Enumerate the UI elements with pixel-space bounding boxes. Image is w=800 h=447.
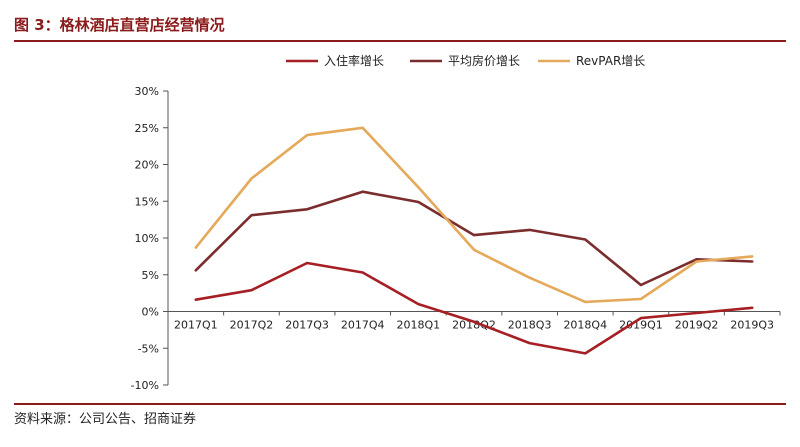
y-tick-label: -10% bbox=[131, 379, 159, 392]
x-tick-label: 2017Q2 bbox=[230, 319, 274, 332]
y-tick-label: 10% bbox=[135, 232, 159, 245]
x-tick-label: 2018Q2 bbox=[452, 319, 496, 332]
series-line-1 bbox=[194, 261, 754, 355]
x-tick-label: 2019Q3 bbox=[730, 319, 774, 332]
legend-label-3: RevPAR增长 bbox=[576, 54, 645, 68]
series-lines bbox=[194, 126, 754, 355]
x-tick-labels: 2017Q1 2017Q2 2017Q3 2017Q4 2018Q1 2018Q2 2018… bbox=[174, 319, 774, 332]
legend: 入住率增长 平均房价增长 RevPAR增长 bbox=[286, 53, 645, 68]
legend-label-1: 入住率增长 bbox=[324, 53, 384, 68]
y-tick-labels: 30% 25% 20% 15% 10% 5% 0% -5% -10% bbox=[131, 85, 159, 392]
x-tick-label: 2017Q3 bbox=[285, 319, 329, 332]
y-tick-label: -5% bbox=[138, 342, 159, 355]
source-divider bbox=[14, 403, 786, 405]
y-tick-label: 30% bbox=[135, 85, 159, 98]
y-tick-label: 0% bbox=[142, 306, 159, 319]
x-tick-label: 2018Q4 bbox=[563, 319, 607, 332]
axes bbox=[163, 90, 781, 386]
y-tick-label: 25% bbox=[135, 122, 159, 135]
x-tick-label: 2018Q3 bbox=[508, 319, 552, 332]
series-line-3 bbox=[194, 126, 754, 304]
legend-label-2: 平均房价增长 bbox=[448, 53, 520, 68]
series-line-2 bbox=[194, 190, 754, 287]
y-tick-label: 15% bbox=[135, 195, 159, 208]
figure-title: 图 3：格林酒店直营店经营情况 bbox=[14, 16, 225, 34]
x-tick-label: 2017Q1 bbox=[174, 319, 218, 332]
title-divider bbox=[14, 40, 786, 42]
x-tick-label: 2017Q4 bbox=[341, 319, 385, 332]
y-tick-label: 5% bbox=[142, 269, 159, 282]
y-tick-label: 20% bbox=[135, 159, 159, 172]
source-note: 资料来源：公司公告、招商证券 bbox=[14, 412, 197, 427]
x-tick-label: 2018Q1 bbox=[397, 319, 441, 332]
x-tick-label: 2019Q1 bbox=[619, 319, 663, 332]
x-tick-label: 2019Q2 bbox=[675, 319, 719, 332]
